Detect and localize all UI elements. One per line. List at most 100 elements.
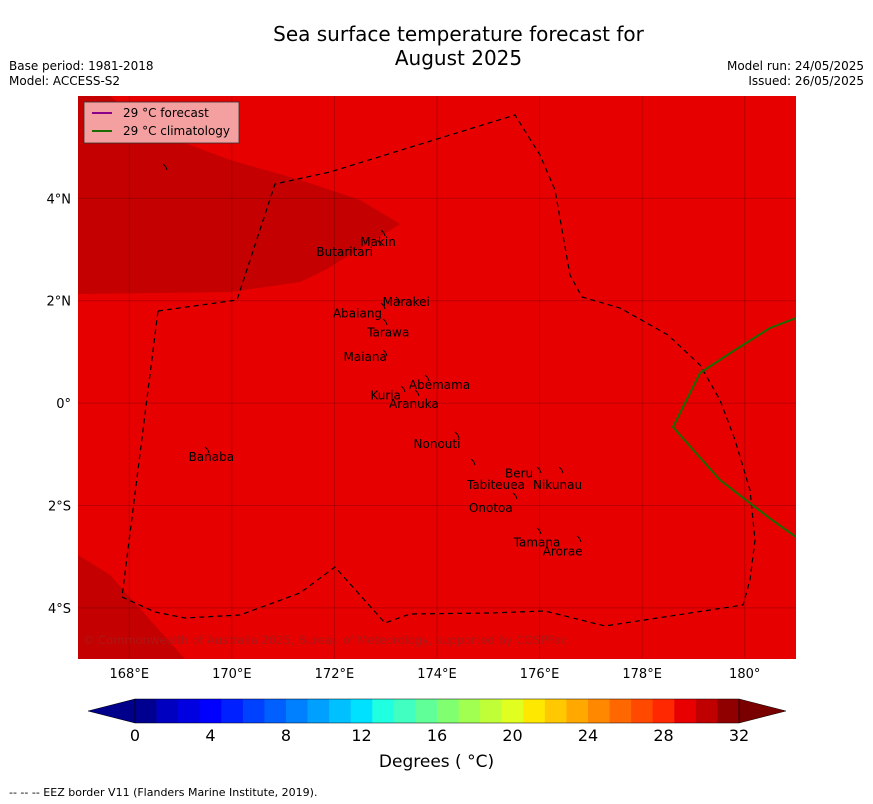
island-outline <box>576 535 582 543</box>
x-tick-label: 170°E <box>212 667 252 682</box>
legend-forecast-label: 29 °C forecast <box>123 106 209 120</box>
colorbar-bin <box>286 699 308 723</box>
colorbar: 0 4 8 12 16 20 24 28 32 <box>87 698 787 745</box>
place-label: Banaba <box>189 450 235 464</box>
colorbar-bin <box>458 699 481 723</box>
island-outline <box>424 374 430 382</box>
colorbar-tick-label: 20 <box>502 726 522 745</box>
island-outline <box>414 389 420 397</box>
x-tick-label: 172°E <box>315 667 355 682</box>
island-outline <box>380 302 386 310</box>
meta-right: Model run: 24/05/2025 Issued: 26/05/2025 <box>727 59 864 89</box>
legend-climatology-label: 29 °C climatology <box>123 124 230 138</box>
y-tick-label: 4°N <box>47 192 72 207</box>
colorbar-bin <box>480 699 503 723</box>
colorbar-outline <box>134 698 740 724</box>
x-axis: 168°E 170°E 172°E 174°E 176°E 178°E 180° <box>110 667 761 682</box>
sst-field-30-31-south <box>78 555 185 659</box>
model-name: Model: ACCESS-S2 <box>9 74 121 88</box>
colorbar-tick-label: 24 <box>578 726 598 745</box>
colorbar-bin <box>329 699 352 723</box>
x-tick-label: 178°E <box>622 667 662 682</box>
colorbar-bin <box>652 699 675 723</box>
climatology-29c-contour <box>671 317 796 538</box>
place-label: Tabiteuea <box>466 478 525 492</box>
island-outline <box>395 296 401 304</box>
island-outline <box>382 349 388 357</box>
colorbar-tick-label: 16 <box>427 726 447 745</box>
island-outline <box>382 318 388 326</box>
chart-title: Sea surface temperature forecast for Aug… <box>0 22 873 70</box>
island-outline <box>470 458 476 466</box>
colorbar-tick-label: 32 <box>729 726 749 745</box>
colorbar-bin <box>393 699 416 723</box>
x-tick-label: 180° <box>729 667 760 682</box>
base-period: Base period: 1981-2018 <box>9 59 154 73</box>
colorbar-bin <box>631 699 654 723</box>
colorbar-tick-label: 8 <box>281 726 291 745</box>
island-outline <box>204 446 210 454</box>
copyright-text: © Commonwealth of Australia 2025, Bureau… <box>83 633 567 647</box>
island-outline <box>558 466 564 474</box>
island-outline <box>162 163 168 171</box>
title-line-2: August 2025 <box>394 46 523 70</box>
model-run: Model run: 24/05/2025 <box>726 59 864 73</box>
island-outline <box>376 239 382 247</box>
place-label: Abaiang <box>333 307 382 321</box>
colorbar-bin <box>674 699 697 723</box>
colorbar-bin <box>544 699 567 723</box>
x-tick-label: 174°E <box>417 667 457 682</box>
island-outlines <box>162 163 582 543</box>
y-tick-label: 2°S <box>48 499 71 514</box>
colorbar-bin <box>695 699 718 723</box>
colorbar-tick-label: 4 <box>205 726 215 745</box>
place-label: Butaritari <box>316 245 373 259</box>
meta-left: Base period: 1981-2018 Model: ACCESS-S2 <box>9 59 154 89</box>
map-gridlines <box>78 96 796 659</box>
y-tick-label: 4°S <box>48 602 71 617</box>
colorbar-bin <box>523 699 546 723</box>
colorbar-bin <box>501 699 524 723</box>
issued-date: Issued: 26/05/2025 <box>748 74 864 88</box>
y-tick-label: 0° <box>56 397 71 412</box>
place-label: Kuria <box>370 388 401 402</box>
colorbar-bin <box>717 699 740 723</box>
map-legend: 29 °C forecast 29 °C climatology <box>83 101 240 144</box>
colorbar-bin <box>437 699 459 723</box>
island-outline <box>380 229 386 237</box>
colorbar-bin <box>156 699 179 723</box>
y-axis: 4°N 2°N 0° 2°S 4°S <box>47 192 72 616</box>
eez-border <box>121 114 756 627</box>
island-outline <box>536 466 542 474</box>
place-label: Maiana <box>344 350 387 364</box>
colorbar-bin <box>242 699 265 723</box>
colorbar-tick-label: 12 <box>351 726 371 745</box>
place-label: Onotoa <box>469 501 513 515</box>
colorbar-tick-label: 0 <box>130 726 140 745</box>
place-label: Arorae <box>543 545 583 559</box>
place-label: Tamana <box>513 535 561 549</box>
colorbar-bin <box>307 699 330 723</box>
colorbar-bin <box>199 699 222 723</box>
island-outline <box>512 492 518 500</box>
colorbar-bin <box>588 699 610 723</box>
place-label: Makin <box>360 235 396 249</box>
title-line-1: Sea surface temperature forecast for <box>273 22 644 46</box>
colorbar-bin <box>178 699 201 723</box>
colorbar-bin <box>372 699 395 723</box>
place-label: Nikunau <box>533 478 582 492</box>
legend-box <box>83 101 240 144</box>
colorbar-tick-label: 28 <box>653 726 673 745</box>
island-outline <box>536 527 542 535</box>
colorbar-bin <box>264 699 287 723</box>
x-tick-label: 176°E <box>520 667 560 682</box>
place-label: Nonouti <box>414 437 461 451</box>
colorbar-label: Degrees ( °C) <box>378 752 495 772</box>
colorbar-bin <box>135 699 157 723</box>
colorbar-under-arrow <box>87 698 136 724</box>
place-label: Tarawa <box>366 325 409 339</box>
colorbar-bin <box>609 699 632 723</box>
